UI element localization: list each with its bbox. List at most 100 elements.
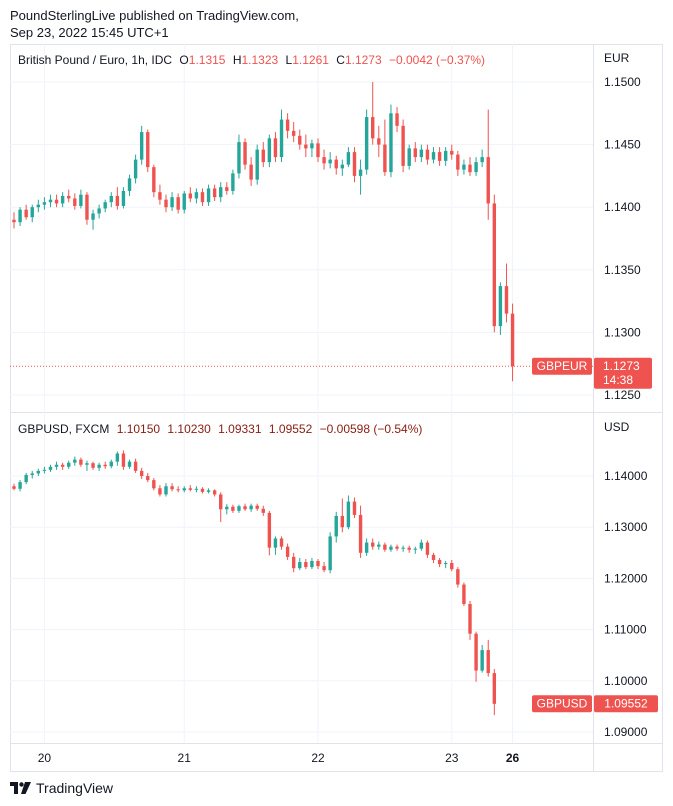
candle[interactable] xyxy=(419,539,424,551)
candle[interactable] xyxy=(139,125,144,165)
candle[interactable] xyxy=(158,485,162,497)
candle[interactable] xyxy=(146,472,150,483)
candle[interactable] xyxy=(85,192,89,225)
candle[interactable] xyxy=(42,466,47,474)
candle[interactable] xyxy=(504,263,509,323)
candle[interactable] xyxy=(212,184,217,201)
candle[interactable] xyxy=(109,192,113,208)
candle[interactable] xyxy=(310,139,314,158)
candle[interactable] xyxy=(219,492,223,523)
candle[interactable] xyxy=(225,182,229,195)
candle[interactable] xyxy=(121,450,126,470)
candle[interactable] xyxy=(255,144,259,185)
candle[interactable] xyxy=(30,470,34,479)
candle[interactable] xyxy=(249,503,253,512)
candle[interactable] xyxy=(346,147,351,168)
candle[interactable] xyxy=(188,187,193,203)
candle[interactable] xyxy=(437,557,442,568)
candle[interactable] xyxy=(510,303,515,382)
candle[interactable] xyxy=(364,109,369,175)
candle[interactable] xyxy=(176,193,180,214)
candle[interactable] xyxy=(395,544,399,551)
candle[interactable] xyxy=(450,144,454,160)
candle[interactable] xyxy=(437,147,442,166)
candle[interactable] xyxy=(73,456,77,466)
candle[interactable] xyxy=(298,557,302,571)
candle[interactable] xyxy=(468,600,472,640)
candle[interactable] xyxy=(115,187,120,210)
candle[interactable] xyxy=(310,557,314,570)
candle[interactable] xyxy=(200,487,205,494)
candle[interactable] xyxy=(164,483,168,497)
candle[interactable] xyxy=(194,486,199,493)
candle[interactable] xyxy=(492,669,497,716)
candle[interactable] xyxy=(389,544,393,552)
candle[interactable] xyxy=(18,207,22,226)
candle[interactable] xyxy=(231,169,235,195)
candle[interactable] xyxy=(103,199,107,213)
candle[interactable] xyxy=(267,134,272,168)
candle[interactable] xyxy=(30,204,34,223)
candle[interactable] xyxy=(340,498,345,533)
candle[interactable] xyxy=(425,540,430,558)
candle[interactable] xyxy=(237,504,241,513)
candle[interactable] xyxy=(67,189,71,203)
candle[interactable] xyxy=(273,132,278,163)
candle[interactable] xyxy=(115,451,120,466)
candle[interactable] xyxy=(109,459,113,469)
candle[interactable] xyxy=(383,119,387,176)
tradingview-brand[interactable]: TradingView xyxy=(10,780,113,796)
candle[interactable] xyxy=(298,129,302,150)
candle[interactable] xyxy=(48,194,53,208)
candle[interactable] xyxy=(279,536,284,550)
candle[interactable] xyxy=(18,480,22,492)
candle[interactable] xyxy=(243,503,247,511)
candle[interactable] xyxy=(328,152,332,169)
candle[interactable] xyxy=(121,187,126,209)
candle[interactable] xyxy=(194,188,199,204)
candle[interactable] xyxy=(413,546,417,554)
candle[interactable] xyxy=(103,461,107,469)
candle[interactable] xyxy=(334,155,338,175)
candle[interactable] xyxy=(322,562,326,573)
candle[interactable] xyxy=(285,113,290,139)
candle[interactable] xyxy=(456,150,460,176)
candle[interactable] xyxy=(85,460,89,471)
candle[interactable] xyxy=(164,194,168,213)
candle[interactable] xyxy=(133,154,138,184)
candle[interactable] xyxy=(225,504,229,515)
candle[interactable] xyxy=(48,464,53,472)
candle[interactable] xyxy=(200,188,205,206)
candle[interactable] xyxy=(407,545,411,553)
gbpeur-price-axis[interactable]: 1.1500 1.1450 1.1400 1.1350 1.1300 1.1250 xyxy=(604,75,641,402)
candle[interactable] xyxy=(474,157,478,176)
candle[interactable] xyxy=(158,184,162,205)
candle[interactable] xyxy=(36,199,41,213)
candle[interactable] xyxy=(425,144,430,165)
candle[interactable] xyxy=(237,134,241,179)
candle[interactable] xyxy=(443,560,448,569)
candle[interactable] xyxy=(468,157,472,176)
candle[interactable] xyxy=(97,462,101,471)
candle[interactable] xyxy=(182,486,186,493)
candle[interactable] xyxy=(364,538,369,556)
candle[interactable] xyxy=(456,567,460,588)
candle[interactable] xyxy=(139,467,144,480)
candle[interactable] xyxy=(291,122,296,143)
candle[interactable] xyxy=(377,125,381,158)
candle[interactable] xyxy=(371,82,375,145)
candle[interactable] xyxy=(462,582,466,607)
candle[interactable] xyxy=(261,505,265,516)
candle[interactable] xyxy=(127,174,132,196)
candle[interactable] xyxy=(334,511,338,543)
candle[interactable] xyxy=(474,631,478,682)
candle[interactable] xyxy=(352,147,357,183)
candle[interactable] xyxy=(273,536,278,555)
candle[interactable] xyxy=(407,144,411,170)
gbpeur-candles[interactable] xyxy=(12,82,515,382)
candle[interactable] xyxy=(127,459,132,469)
gbpusd-legend[interactable]: GBPUSD, FXCM 1.10150 1.10230 1.09331 1.0… xyxy=(18,422,422,436)
candle[interactable] xyxy=(358,159,363,195)
candle[interactable] xyxy=(24,204,28,220)
candle[interactable] xyxy=(462,159,466,175)
